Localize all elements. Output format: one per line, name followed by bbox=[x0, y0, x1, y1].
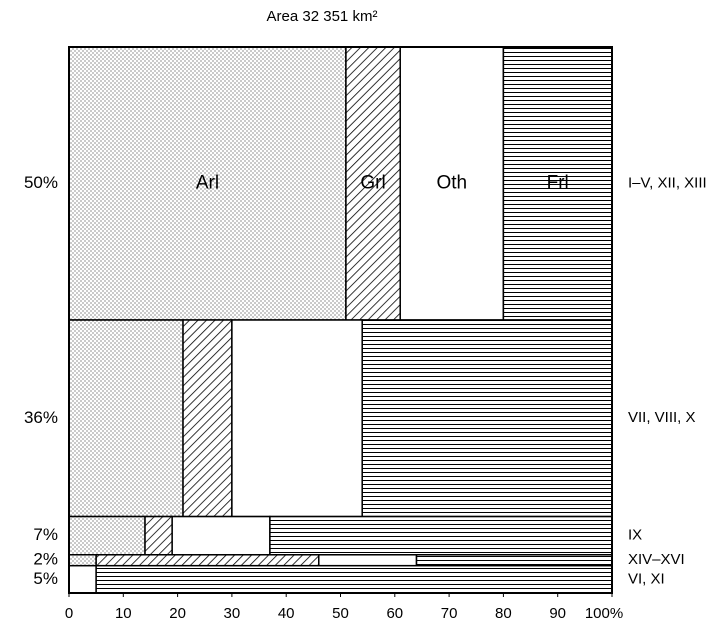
row-share-label: 7% bbox=[33, 525, 58, 544]
x-tick-label: 10 bbox=[115, 605, 132, 622]
segment bbox=[68, 515, 146, 556]
segment bbox=[318, 554, 418, 567]
segment bbox=[361, 319, 613, 518]
segment bbox=[182, 319, 233, 518]
x-tick-label: 50 bbox=[332, 605, 349, 622]
segment bbox=[269, 515, 613, 556]
segment bbox=[95, 564, 613, 594]
row-category-label: I–V, XII, XIII bbox=[628, 174, 707, 191]
x-tick-label: 100% bbox=[585, 605, 623, 622]
segment-label: Oth bbox=[437, 173, 468, 194]
x-tick-label: 90 bbox=[549, 605, 566, 622]
segment bbox=[68, 564, 97, 594]
segment bbox=[502, 46, 613, 321]
row-category-label: XIV–XVI bbox=[628, 551, 685, 568]
segment bbox=[68, 554, 97, 567]
segment-label: Frl bbox=[547, 173, 569, 194]
segment bbox=[171, 515, 271, 556]
segment bbox=[231, 319, 363, 518]
row-share-label: 36% bbox=[24, 408, 58, 427]
row-share-label: 50% bbox=[24, 173, 58, 192]
x-tick-label: 0 bbox=[65, 605, 73, 622]
segment bbox=[95, 554, 320, 567]
chart-title: Area 32 351 km² bbox=[267, 8, 378, 25]
row-category-label: VI, XI bbox=[628, 570, 665, 587]
x-tick-label: 60 bbox=[386, 605, 403, 622]
segment-label: Arl bbox=[196, 173, 219, 194]
row-category-label: IX bbox=[628, 527, 642, 544]
segment bbox=[68, 46, 347, 321]
segment bbox=[68, 319, 184, 518]
segment bbox=[144, 515, 173, 556]
segment bbox=[345, 46, 401, 321]
row-share-label: 2% bbox=[33, 550, 58, 569]
x-tick-label: 30 bbox=[224, 605, 241, 622]
x-tick-label: 80 bbox=[495, 605, 512, 622]
row-category-label: VII, VIII, X bbox=[628, 409, 696, 426]
segment bbox=[415, 554, 613, 567]
row-share-label: 5% bbox=[33, 569, 58, 588]
x-tick-label: 40 bbox=[278, 605, 295, 622]
x-tick-label: 70 bbox=[441, 605, 458, 622]
x-tick-label: 20 bbox=[169, 605, 186, 622]
segment-label: Grl bbox=[360, 173, 385, 194]
